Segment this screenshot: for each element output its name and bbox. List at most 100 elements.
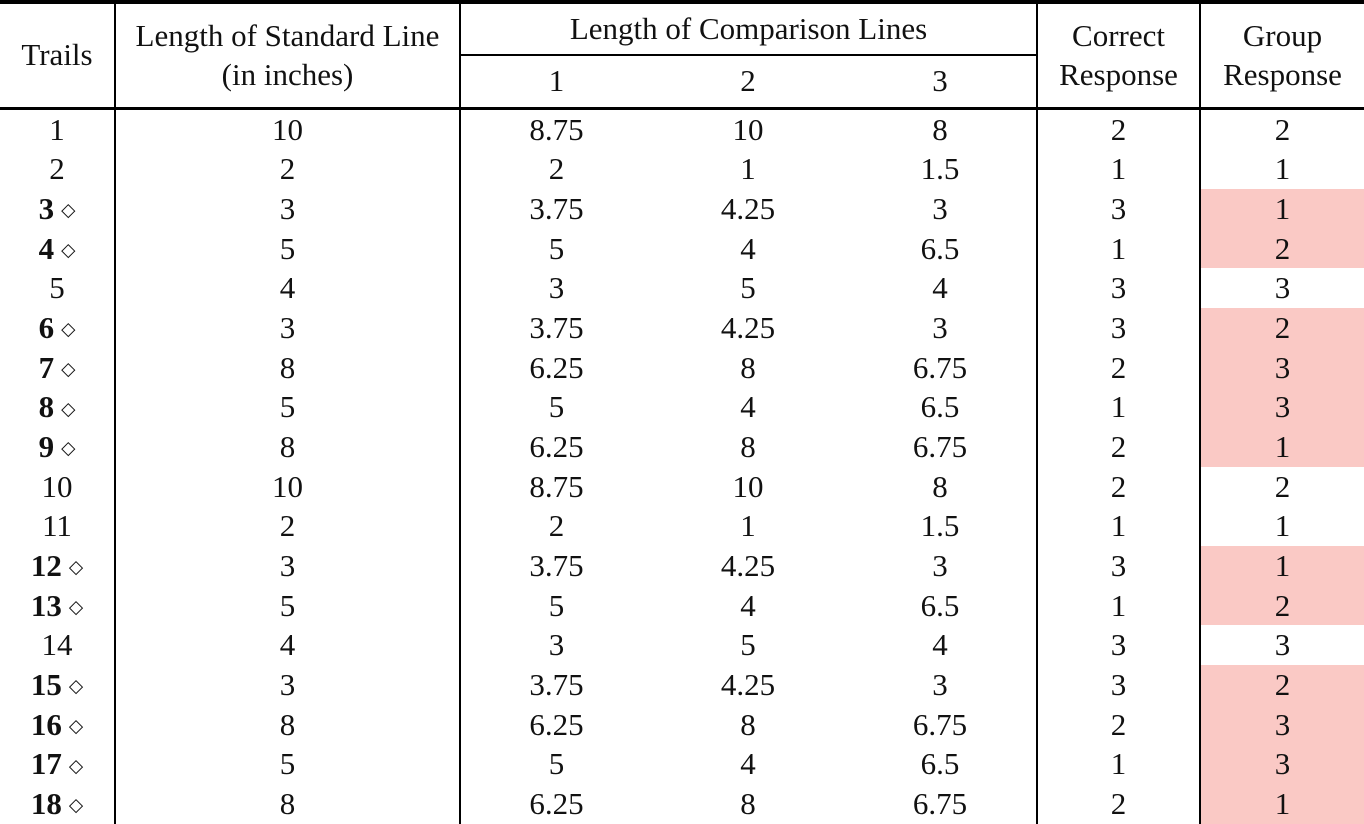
correct-response-cell: 3 — [1037, 307, 1202, 348]
group-response-cell: 2 — [1200, 106, 1364, 150]
table-row: 15 ◇ 3 3.75 4.25 3 3 2 — [0, 664, 1364, 705]
correct-response-cell: 2 — [1037, 466, 1202, 507]
trail-number: 10 — [41, 468, 73, 504]
standard-length-cell: 2 — [115, 506, 461, 546]
trail-number: 5 — [49, 270, 65, 306]
comparison-2-cell: 5 — [740, 627, 756, 663]
trail-cell: 7 ◇ — [0, 347, 116, 388]
table-row: 13 ◇ 5 5 4 6.5 1 2 — [0, 585, 1364, 626]
diamond-icon: ◇ — [61, 200, 76, 222]
correct-response-cell: 3 — [1037, 268, 1202, 308]
table-row: 12 ◇ 3 3.75 4.25 3 3 1 — [0, 545, 1364, 586]
comparison-3-cell: 3 — [844, 307, 1039, 348]
header-standard-line-line2: (in inches) — [221, 57, 354, 93]
table-row: 4 ◇ 5 5 4 6.5 1 2 — [0, 228, 1364, 269]
diamond-icon: ◇ — [61, 398, 76, 420]
trail-number: 16 — [30, 706, 62, 742]
table-row: 10 10 8.75 10 8 2 2 — [0, 466, 1364, 507]
standard-length-cell: 8 — [115, 704, 461, 745]
diamond-icon: ◇ — [68, 715, 84, 737]
comparison-1-cell: 3 — [548, 270, 565, 306]
trail-number: 18 — [30, 785, 62, 821]
trail-cell: 2 — [0, 149, 116, 189]
comparison-2-cell: 5 — [740, 270, 756, 306]
comparison-1-cell: 6.25 — [529, 785, 584, 821]
standard-length-cell: 3 — [115, 545, 461, 586]
correct-response-cell: 1 — [1037, 228, 1202, 269]
comparison-2-cell: 8 — [740, 428, 756, 464]
comparison-1-cell: 3 — [548, 627, 565, 663]
comparison-1-cell: 6.25 — [529, 706, 584, 742]
group-response-cell: 3 — [1274, 270, 1291, 306]
group-response-cell: 3 — [1200, 347, 1364, 388]
standard-length-cell: 5 — [115, 387, 461, 427]
standard-length-cell: 8 — [115, 426, 461, 467]
comparison-3-cell: 4 — [844, 625, 1039, 665]
trail-cell: 5 — [0, 268, 116, 308]
standard-length-cell: 10 — [115, 466, 461, 507]
group-response-cell: 1 — [1200, 426, 1364, 467]
table-row: 9 ◇ 8 6.25 8 6.75 2 1 — [0, 426, 1364, 467]
correct-response-cell: 2 — [1037, 347, 1202, 388]
trail-cell: 6 ◇ — [0, 307, 116, 348]
comparison-2-cell: 8 — [740, 706, 756, 742]
comparison-1-cell: 6.25 — [529, 349, 584, 385]
comparison-2-cell: 8 — [740, 785, 756, 821]
standard-length-cell: 3 — [115, 307, 461, 348]
table-body: 1 10 8.75 10 8 2 2 2 2 2 1 1.5 1 1 3 ◇ 3 … — [0, 106, 1364, 824]
correct-response-cell: 1 — [1037, 506, 1202, 546]
comparison-1-cell: 8.75 — [460, 106, 652, 150]
comparison-2-cell: 8 — [740, 349, 756, 385]
group-response-cell: 2 — [1200, 664, 1364, 705]
trail-cell: 14 — [0, 625, 116, 665]
comparison-2-cell: 1 — [740, 508, 756, 544]
table-row: 5 4 3 5 4 3 3 — [0, 268, 1364, 308]
table-row: 6 ◇ 3 3.75 4.25 3 3 2 — [0, 307, 1364, 348]
header-trails: Trails — [0, 2, 116, 108]
diamond-icon: ◇ — [61, 358, 76, 380]
group-response-cell: 3 — [1274, 627, 1291, 663]
correct-response-cell: 1 — [1037, 387, 1202, 427]
comparison-1-cell: 8.75 — [529, 468, 584, 504]
correct-response-cell: 1 — [1037, 585, 1202, 626]
comparison-2-cell: 10 — [652, 106, 844, 150]
header-standard-line: Length of Standard Line (in inches) — [115, 2, 461, 108]
trail-number: 2 — [49, 151, 65, 187]
header-standard-line-line1: Length of Standard Line — [135, 17, 440, 53]
trail-cell: 11 — [0, 506, 116, 546]
trail-number: 1 — [49, 111, 65, 147]
comparison-2-cell: 10 — [732, 468, 764, 504]
standard-length-cell: 5 — [115, 585, 461, 626]
header-correct-line2: Response — [1059, 57, 1178, 93]
trail-cell: 8 ◇ — [0, 387, 116, 427]
correct-response-cell: 2 — [1037, 783, 1202, 824]
trail-cell: 3 ◇ — [0, 188, 116, 229]
trail-number: 8 — [38, 389, 55, 425]
group-response-cell: 3 — [1200, 744, 1364, 784]
group-response-cell: 2 — [1200, 585, 1364, 626]
trail-cell: 17 ◇ — [0, 744, 116, 784]
header-correct-response: Correct Response — [1037, 2, 1202, 108]
diamond-icon: ◇ — [68, 795, 84, 817]
comparison-1-cell: 5 — [548, 389, 565, 425]
group-response-cell: 1 — [1274, 151, 1291, 187]
comparison-2-cell: 4.25 — [720, 190, 776, 226]
comparison-3-cell: 6.75 — [844, 426, 1039, 467]
comparison-2-cell: 4.25 — [720, 547, 776, 583]
comparison-2-cell: 4.25 — [720, 666, 776, 702]
group-response-cell: 3 — [1200, 704, 1364, 745]
group-response-cell: 2 — [1274, 468, 1291, 504]
trail-cell: 16 ◇ — [0, 704, 116, 745]
table-row: 17 ◇ 5 5 4 6.5 1 3 — [0, 744, 1364, 784]
standard-length-cell: 4 — [115, 268, 461, 308]
trail-number: 14 — [41, 627, 73, 663]
standard-length-cell: 4 — [115, 625, 461, 665]
comparison-3-cell: 6.75 — [844, 347, 1039, 388]
comparison-1-cell: 2 — [548, 151, 565, 187]
comparison-3-cell: 8 — [844, 466, 1039, 507]
standard-length-cell: 5 — [115, 744, 461, 784]
correct-response-cell: 3 — [1037, 545, 1202, 586]
trail-cell: 15 ◇ — [0, 664, 116, 705]
trail-cell: 18 ◇ — [0, 783, 116, 824]
